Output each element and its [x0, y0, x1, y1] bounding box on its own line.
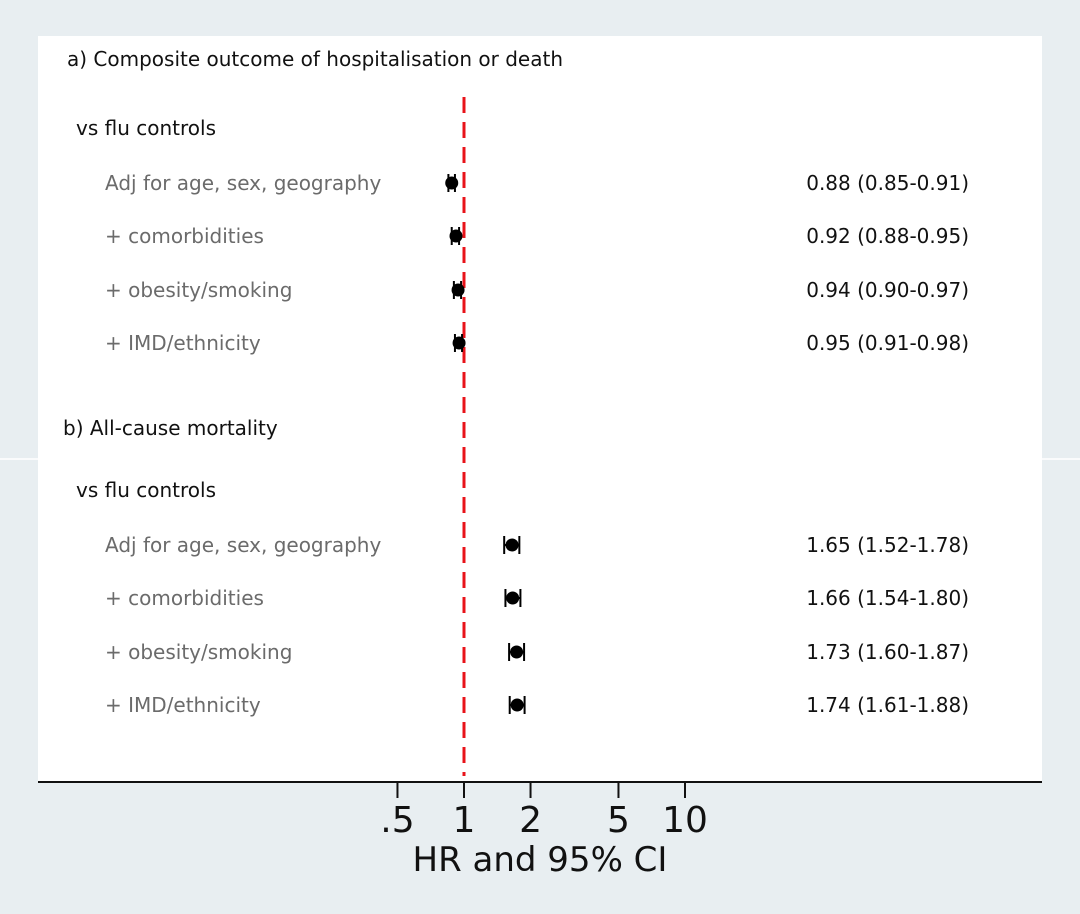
panel-b-title: b) All-cause mortality [63, 416, 278, 440]
estimate-row: + IMD/ethnicity 1.74 (1.61-1.88) [105, 693, 969, 717]
estimate-text: 0.88 (0.85-0.91) [806, 171, 969, 195]
estimate-text: 1.73 (1.60-1.87) [806, 640, 969, 664]
hr-point [506, 591, 520, 605]
row-label: + comorbidities [105, 224, 264, 248]
estimate-text: 1.74 (1.61-1.88) [806, 693, 969, 717]
hr-point [449, 229, 463, 243]
hr-point [510, 645, 524, 659]
estimate-row: + comorbidities 1.66 (1.54-1.80) [105, 586, 969, 610]
x-axis-title: HR and 95% CI [413, 840, 668, 880]
row-label: Adj for age, sex, geography [105, 533, 381, 557]
estimate-row: + obesity/smoking 0.94 (0.90-0.97) [105, 278, 969, 302]
x-tick-label: .5 [380, 800, 414, 841]
estimate-row: Adj for age, sex, geography 0.88 (0.85-0.… [105, 171, 969, 195]
estimate-text: 1.66 (1.54-1.80) [806, 586, 969, 610]
estimate-rows: Adj for age, sex, geography 0.88 (0.85-0.… [105, 171, 969, 717]
panel-a-group-label: vs flu controls [76, 116, 216, 140]
hr-point [505, 538, 519, 552]
row-label: + obesity/smoking [105, 278, 292, 302]
panel-a-title: a) Composite outcome of hospitalisation … [67, 47, 563, 71]
hr-point [510, 698, 524, 712]
estimate-text: 0.94 (0.90-0.97) [806, 278, 969, 302]
estimate-text: 1.65 (1.52-1.78) [806, 533, 969, 557]
row-label: + IMD/ethnicity [105, 693, 261, 717]
x-tick-label: 2 [519, 800, 542, 841]
row-label: + comorbidities [105, 586, 264, 610]
estimate-row: Adj for age, sex, geography 1.65 (1.52-1.… [105, 533, 969, 557]
row-label: Adj for age, sex, geography [105, 171, 381, 195]
x-tick-label: 1 [453, 800, 476, 841]
row-label: + IMD/ethnicity [105, 331, 261, 355]
row-label: + obesity/smoking [105, 640, 292, 664]
panel-b-group-label: vs flu controls [76, 478, 216, 502]
hr-point [452, 336, 466, 350]
x-tick-label: 5 [607, 800, 630, 841]
x-tick-label: 10 [662, 800, 708, 841]
plot-panel [38, 36, 1042, 782]
estimate-row: + comorbidities 0.92 (0.88-0.95) [105, 224, 969, 248]
estimate-text: 0.92 (0.88-0.95) [806, 224, 969, 248]
estimate-text: 0.95 (0.91-0.98) [806, 331, 969, 355]
estimate-row: + obesity/smoking 1.73 (1.60-1.87) [105, 640, 969, 664]
hr-point [451, 283, 465, 297]
estimate-row: + IMD/ethnicity 0.95 (0.91-0.98) [105, 331, 969, 355]
hr-point [445, 176, 459, 190]
x-axis-ticks: .5 1 2 5 10 [380, 782, 708, 841]
